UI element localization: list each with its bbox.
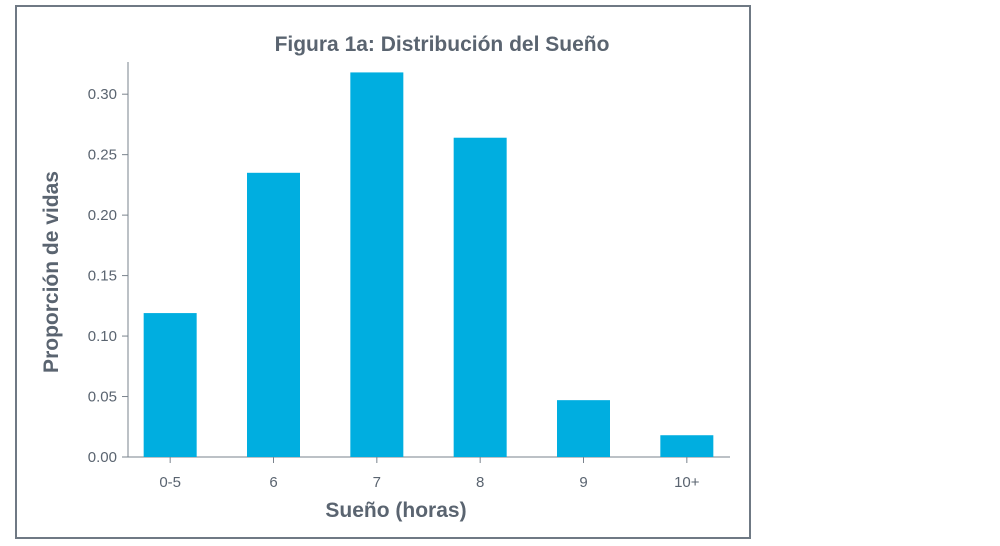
x-tick-label: 10+ — [674, 474, 700, 491]
bar-9 — [557, 400, 610, 457]
bar-6 — [247, 172, 300, 457]
x-tick-label: 9 — [579, 474, 587, 491]
bar-10+ — [660, 435, 714, 457]
y-tick-label: 0.15 — [88, 268, 117, 285]
y-tick-label: 0.05 — [88, 389, 117, 406]
axes — [127, 62, 730, 458]
x-tick-labels: 0-5 6 7 8 9 10+ — [159, 457, 700, 491]
y-tick-label: 0.00 — [88, 449, 117, 466]
chart-title: Figura 1a: Distribución del Sueño — [275, 33, 610, 56]
y-tick-label: 0.20 — [88, 207, 117, 224]
x-axis-title: Sueño (horas) — [325, 499, 466, 522]
x-tick-label: 7 — [373, 474, 381, 491]
x-tick-label: 6 — [269, 474, 277, 491]
bar-7 — [350, 72, 404, 457]
y-tick-label: 0.10 — [88, 328, 117, 345]
y-axis-title: Proporción de vidas — [40, 171, 63, 373]
y-tick-label: 0.30 — [88, 86, 117, 103]
y-tick-labels: 0.00 0.05 0.10 0.15 0.20 0.25 0.30 — [88, 86, 128, 466]
y-tick-label: 0.25 — [88, 147, 117, 164]
x-tick-label: 0-5 — [159, 474, 181, 491]
bar-0-5 — [143, 313, 197, 457]
bar-8 — [453, 137, 507, 457]
bars — [143, 72, 714, 457]
x-tick-label: 8 — [476, 474, 484, 491]
